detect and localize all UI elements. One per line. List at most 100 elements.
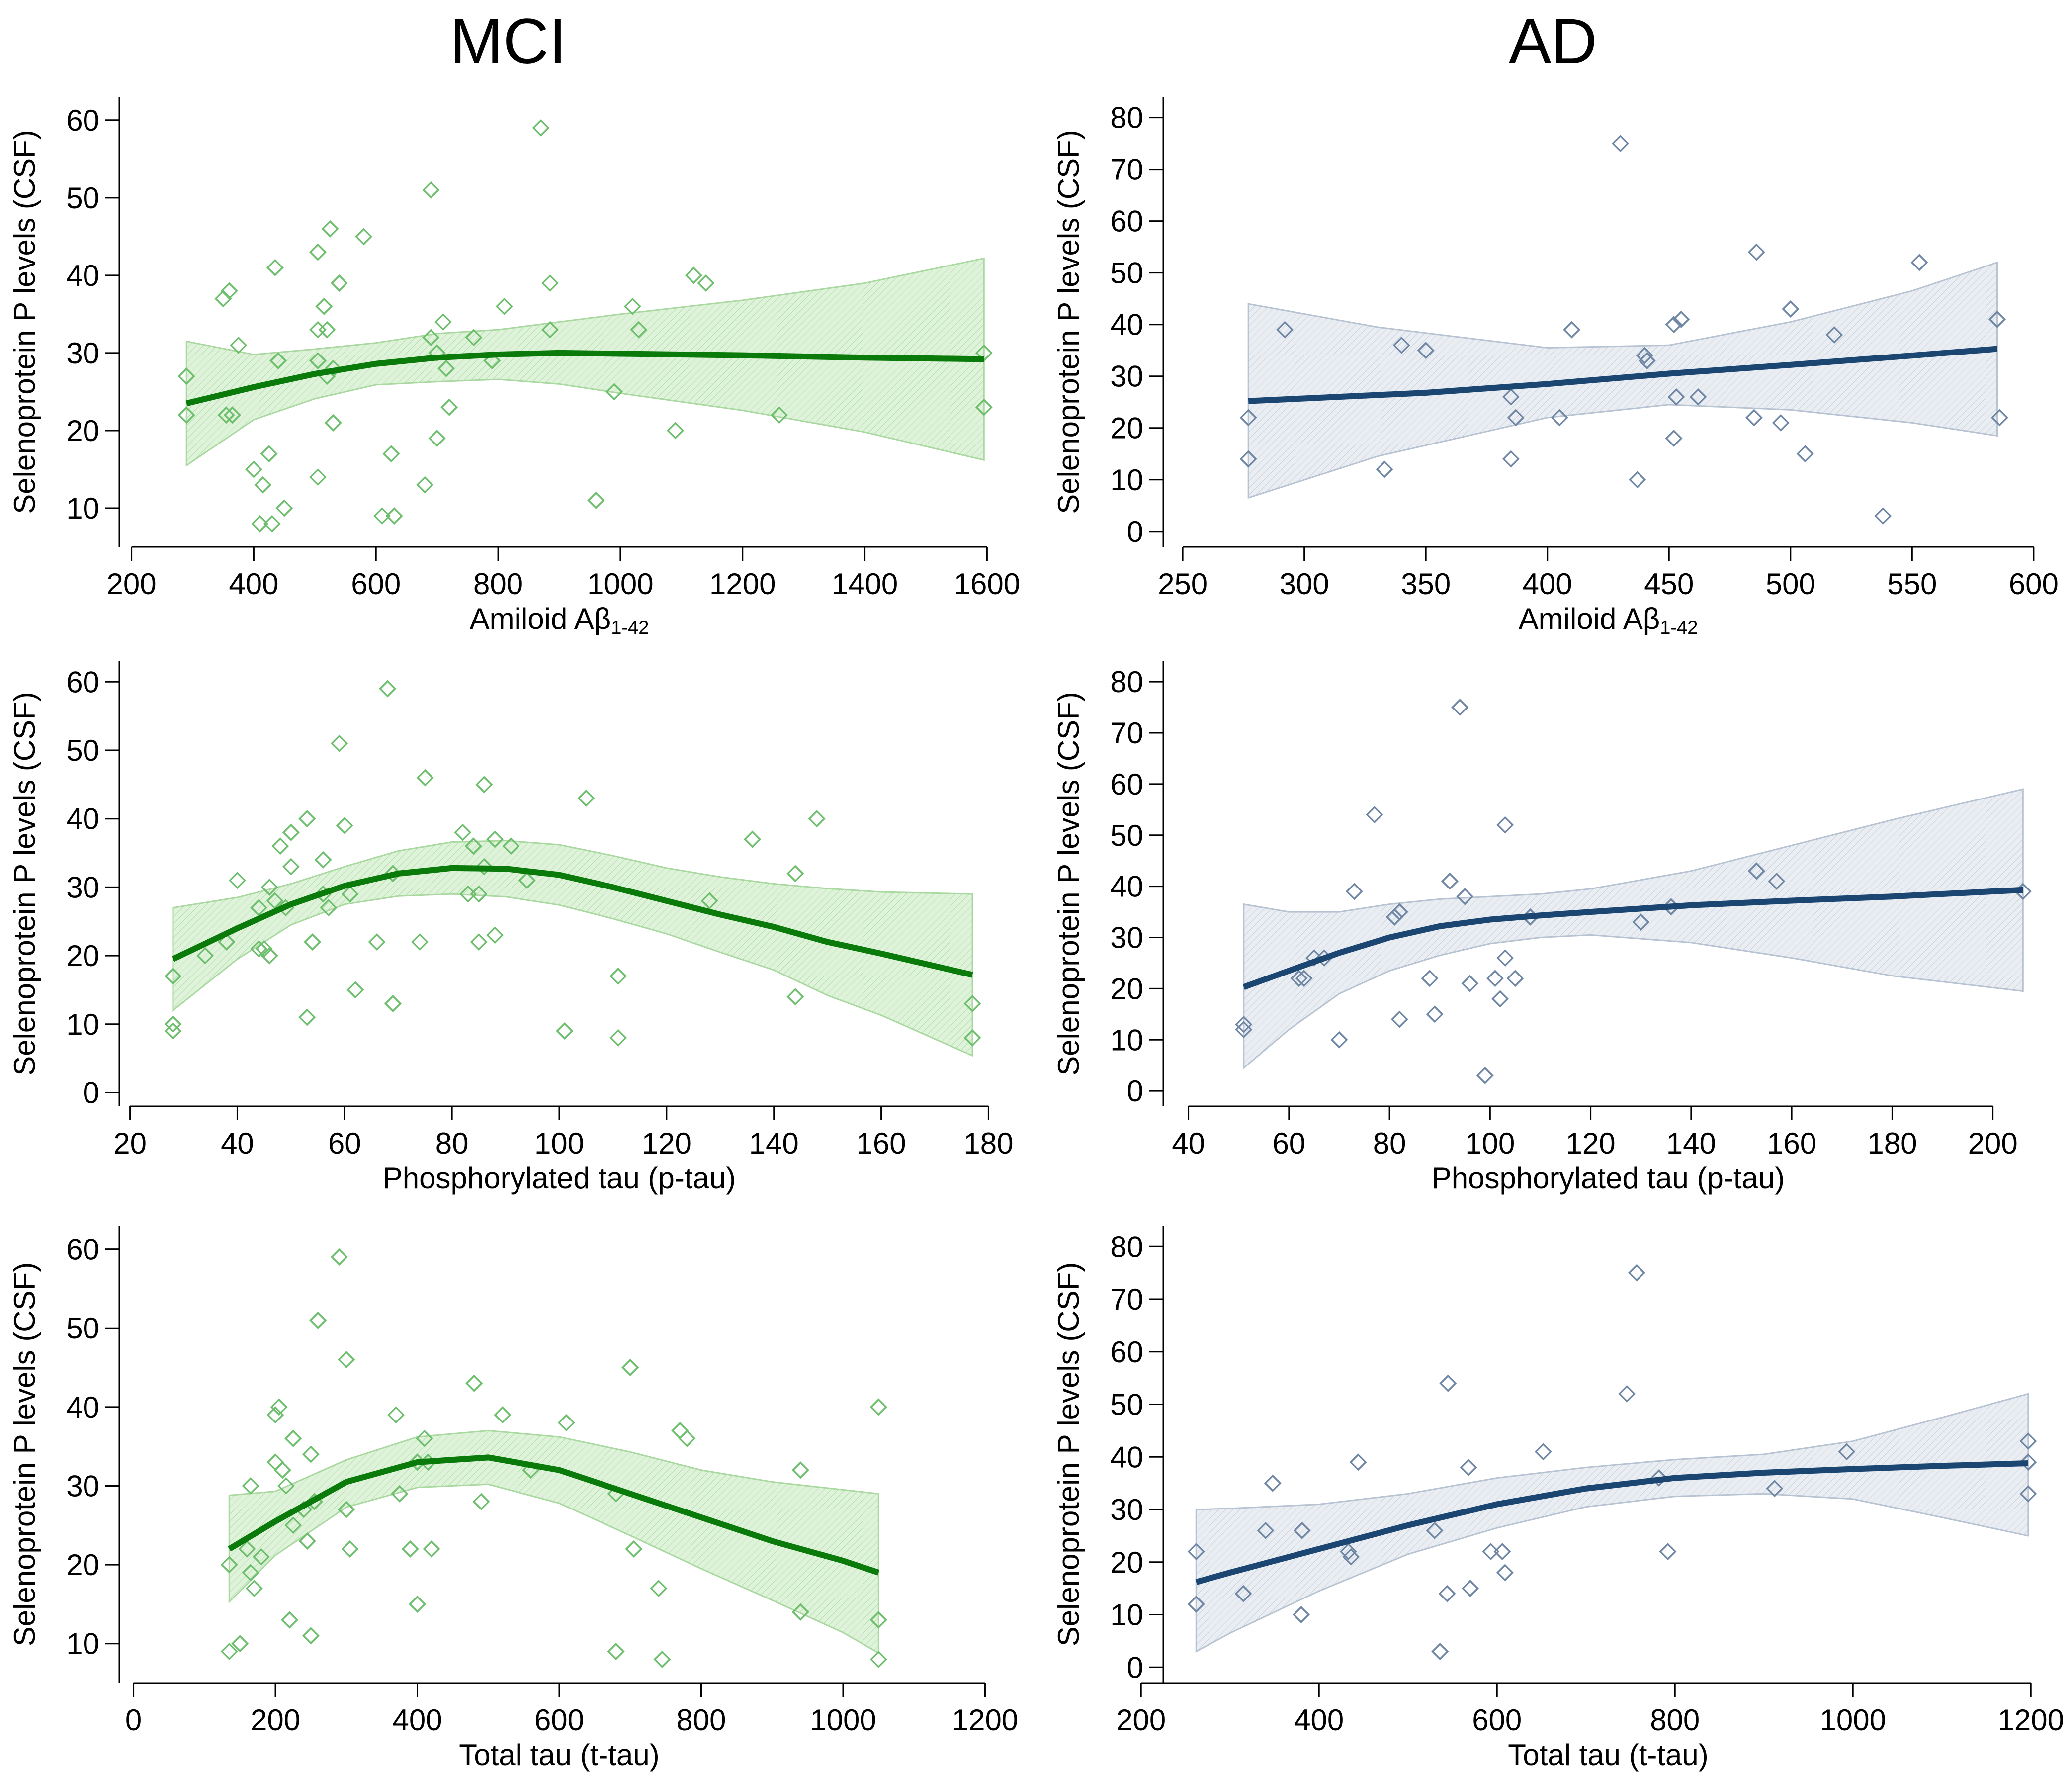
- data-point: [1392, 336, 1410, 354]
- x-tick-label: 300: [1280, 567, 1329, 601]
- data-point: [281, 1611, 299, 1629]
- x-tick-label: 180: [1867, 1127, 1917, 1160]
- x-tick-label: 1200: [952, 1703, 1018, 1737]
- data-point: [650, 1580, 668, 1598]
- y-tick-label: 70: [1110, 1283, 1143, 1316]
- y-tick-label: 0: [83, 1076, 99, 1109]
- data-point: [263, 515, 281, 532]
- x-tick-label: 0: [125, 1703, 142, 1737]
- data-point: [869, 1398, 887, 1416]
- data-point: [341, 885, 359, 903]
- y-tick-label: 10: [1110, 1023, 1143, 1057]
- data-point: [346, 981, 364, 999]
- data-point: [1990, 409, 2008, 427]
- data-point: [1745, 409, 1763, 427]
- y-tick-label: 30: [1110, 921, 1143, 955]
- data-point: [1650, 1469, 1668, 1487]
- data-point: [678, 1429, 696, 1447]
- x-tick-label: 200: [1968, 1127, 2018, 1160]
- data-point: [1257, 1521, 1275, 1539]
- data-point: [320, 899, 338, 917]
- x-tick-label: 800: [1650, 1703, 1700, 1737]
- x-tick-label: 140: [1666, 1127, 1716, 1160]
- data-point: [1476, 1066, 1494, 1084]
- data-point: [217, 406, 235, 424]
- data-point: [434, 313, 452, 331]
- data-point: [1293, 1521, 1311, 1539]
- x-tick-label: 400: [229, 567, 278, 601]
- x-tick-label: 160: [1767, 1127, 1816, 1160]
- x-tick-label: 800: [676, 1703, 726, 1737]
- data-point: [470, 933, 488, 951]
- data-point: [1451, 699, 1469, 716]
- scatter-points: [177, 119, 993, 532]
- data-point: [625, 1540, 643, 1558]
- data-point: [556, 1022, 574, 1040]
- data-point: [382, 445, 400, 463]
- fit-line: [1248, 346, 1997, 404]
- fit-line: [172, 865, 973, 978]
- y-tick-label: 50: [66, 734, 99, 767]
- confidence-band: [172, 840, 973, 1057]
- y-tick-label: 60: [1110, 1335, 1143, 1369]
- data-point: [1611, 135, 1629, 153]
- panel-mci-abeta: 200 400 600 800 1000 1200 1400 1600 10 20 30 40 50 60…: [8, 97, 1020, 638]
- data-point: [1441, 872, 1459, 890]
- data-point: [315, 297, 333, 315]
- y-axis-label: Selenoprotein P levels (CSF): [1052, 1262, 1085, 1647]
- data-point: [368, 933, 386, 951]
- column-title-mci: MCI: [450, 6, 567, 77]
- data-point: [341, 1540, 359, 1558]
- y-tick-label: 10: [1110, 1598, 1143, 1632]
- x-tick-label: 180: [963, 1127, 1013, 1160]
- x-tick-label: 60: [328, 1127, 361, 1160]
- x-tick-label: 500: [1766, 567, 1815, 601]
- scatter-points: [220, 1248, 887, 1668]
- x-tick-label: 600: [351, 567, 401, 601]
- data-point: [975, 398, 993, 416]
- data-point: [1235, 1021, 1253, 1039]
- x-tick-label: 450: [1644, 567, 1694, 601]
- x-tick-label: 550: [1887, 567, 1937, 601]
- data-point: [1563, 321, 1581, 339]
- data-point: [1235, 1015, 1253, 1033]
- y-tick-label: 20: [1110, 412, 1143, 445]
- data-point: [220, 282, 238, 300]
- data-point: [475, 776, 493, 794]
- data-point: [1330, 1031, 1348, 1049]
- panel-ad-abeta: 250 300 350 400 450 500 550 600 0 10 20 30 40 50 60 70 8…: [1052, 97, 2059, 638]
- data-point: [609, 967, 627, 985]
- data-point: [1659, 1543, 1677, 1561]
- x-tick-label: 1000: [1820, 1703, 1886, 1737]
- data-point: [373, 507, 391, 525]
- data-point: [164, 967, 182, 985]
- y-tick-label: 60: [1110, 768, 1143, 801]
- x-tick-label: 160: [857, 1127, 906, 1160]
- data-point: [621, 1359, 639, 1376]
- data-point: [1376, 460, 1393, 478]
- data-point: [411, 933, 429, 951]
- column-title-ad: AD: [1509, 6, 1597, 77]
- data-point: [1493, 1543, 1511, 1561]
- panel-ad-ptau: 40 60 80 100 120 140 160 180 200 0 10 20 30 40 50 60 70 8…: [1052, 661, 2032, 1195]
- data-point: [387, 1406, 405, 1424]
- data-point: [298, 810, 316, 828]
- data-point: [1417, 342, 1435, 359]
- x-tick-label: 1000: [587, 567, 653, 601]
- data-point: [1502, 450, 1520, 468]
- fit-line: [228, 1454, 880, 1576]
- data-point: [242, 1564, 259, 1582]
- x-axis-label: Total tau (t-tau): [459, 1738, 660, 1772]
- data-point: [266, 1406, 284, 1424]
- data-point: [630, 321, 648, 339]
- y-tick-label: 70: [1110, 153, 1143, 186]
- x-tick-label: 40: [221, 1127, 254, 1160]
- data-point: [1339, 1543, 1357, 1561]
- data-point: [1838, 1443, 1856, 1461]
- data-point: [454, 823, 472, 841]
- data-point: [486, 926, 504, 944]
- scatter-points: [1239, 135, 2008, 525]
- x-tick-label: 1400: [832, 567, 898, 601]
- data-point: [1431, 1643, 1449, 1661]
- y-tick-label: 50: [1110, 257, 1143, 290]
